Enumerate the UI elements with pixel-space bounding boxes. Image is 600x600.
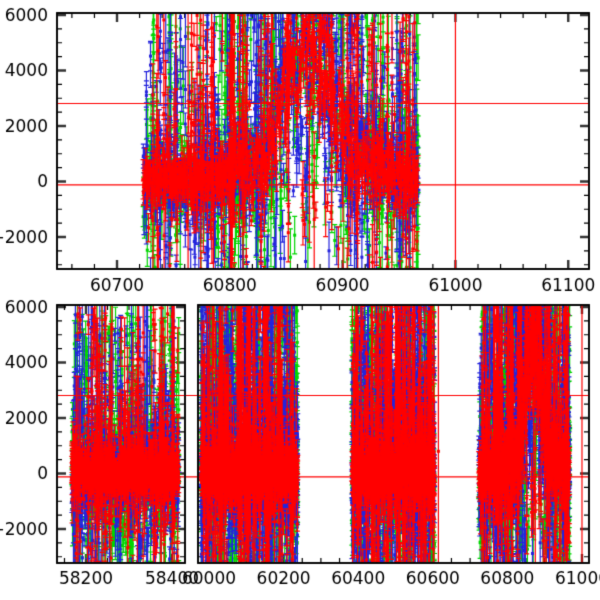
- light-curve-plot-canvas: [0, 0, 600, 600]
- light-curve-figure: [0, 0, 600, 600]
